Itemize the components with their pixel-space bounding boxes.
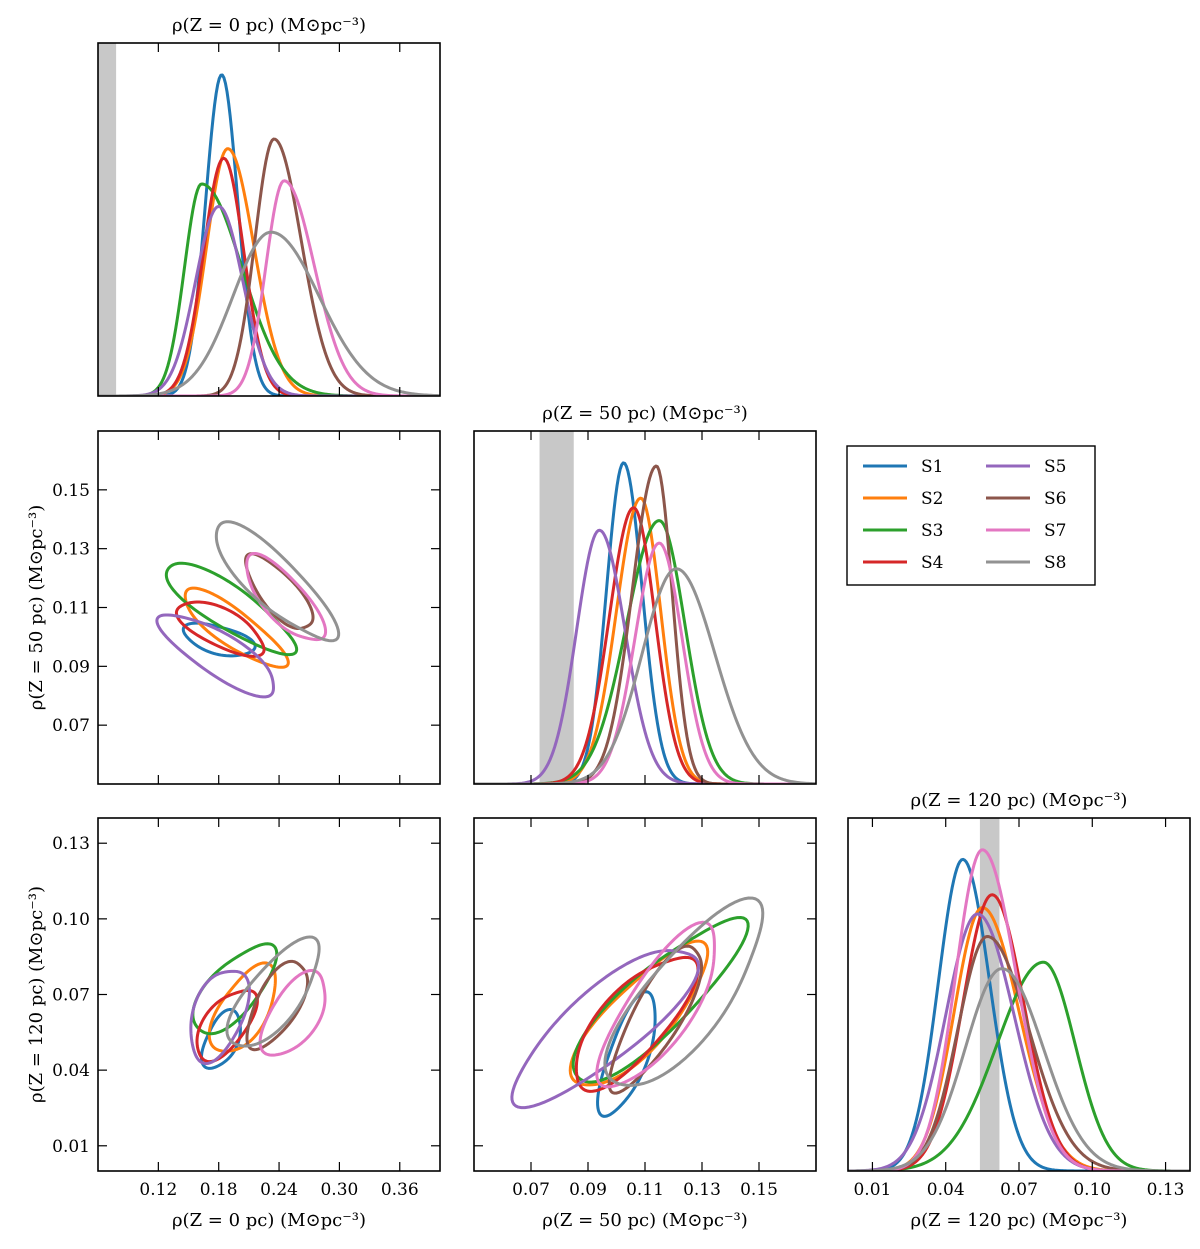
contour-s8 (603, 896, 765, 1087)
x-tick-label: 0.18 (200, 1180, 238, 1200)
y-tick-label: 0.09 (52, 657, 90, 677)
contour-s5 (189, 969, 251, 1066)
y-tick-label: 0.10 (52, 910, 90, 930)
marginal-panel-1: ρ(Z = 0 pc) (M⊙pc⁻³) (97, 15, 441, 397)
panel-title: ρ(Z = 120 pc) (M⊙pc⁻³) (911, 790, 1128, 811)
legend: S1 S2 S3 S4 S5 S6 S7 S8 (846, 445, 1096, 586)
y-axis-label: ρ(Z = 50 pc) (M⊙pc⁻³) (26, 505, 47, 711)
marginal-curve-s3 (98, 182, 440, 396)
contour-s6 (244, 552, 315, 631)
contour-s7 (258, 969, 327, 1057)
panel-title: ρ(Z = 0 pc) (M⊙pc⁻³) (172, 15, 366, 36)
marginal-curve-s5 (98, 205, 440, 396)
x-tick-label: 0.04 (927, 1180, 965, 1200)
legend-label-s6: S6 (1044, 489, 1066, 509)
contour-s7 (245, 552, 328, 642)
marginal-curve-s8 (848, 967, 1190, 1171)
contour-s1 (199, 1008, 242, 1070)
marginal-curve-s6 (98, 137, 440, 396)
panel-frame (473, 817, 817, 1172)
marginal-curve-s4 (98, 156, 440, 396)
marginal-curve-s8 (474, 567, 816, 784)
contour-s5 (155, 613, 275, 699)
y-tick-label: 0.13 (52, 834, 90, 854)
contour-s1 (596, 990, 657, 1118)
x-axis-label: ρ(Z = 0 pc) (M⊙pc⁻³) (172, 1210, 366, 1231)
x-tick-label: 0.10 (1073, 1180, 1111, 1200)
contour-s1 (181, 621, 257, 658)
marginal-curve-s7 (474, 541, 816, 784)
x-tick-label: 0.36 (381, 1180, 419, 1200)
contour-s8 (225, 935, 321, 1048)
x-tick-label: 0.01 (853, 1180, 891, 1200)
reference-band (98, 43, 117, 396)
x-axis-label: ρ(Z = 120 pc) (M⊙pc⁻³) (911, 1210, 1128, 1231)
panel-frame (97, 42, 441, 397)
marginal-curve-s7 (98, 179, 440, 396)
contour-s7 (595, 920, 716, 1089)
x-axis-label: ρ(Z = 50 pc) (M⊙pc⁻³) (542, 1210, 748, 1231)
x-tick-label: 0.15 (740, 1180, 778, 1200)
reference-band (539, 431, 574, 784)
legend-label-s5: S5 (1044, 457, 1066, 477)
legend-label-s8: S8 (1044, 553, 1066, 573)
legend-label-s7: S7 (1044, 521, 1066, 541)
panel-title: ρ(Z = 50 pc) (M⊙pc⁻³) (542, 403, 748, 424)
contour-s3 (164, 561, 299, 657)
contour-s2 (207, 961, 277, 1053)
y-tick-label: 0.15 (52, 481, 90, 501)
legend-label-s4: S4 (921, 553, 943, 573)
marginal-curve-s1 (474, 461, 816, 784)
contour-s8 (214, 520, 341, 643)
contour-s4 (195, 988, 259, 1064)
contour-s4 (174, 600, 266, 658)
legend-label-s3: S3 (921, 521, 943, 541)
x-tick-label: 0.24 (260, 1180, 298, 1200)
contour-panel-3-2: 0.07 0.09 0.11 0.13 0.15 (473, 817, 817, 1200)
marginal-panel-3: ρ(Z = 120 pc) (M⊙pc⁻³) 0.01 0.04 0.07 0.10 0.… (847, 790, 1191, 1200)
marginal-curve-s6 (474, 464, 816, 784)
legend-frame (846, 445, 1096, 586)
panel-frame (97, 817, 441, 1172)
x-tick-label: 0.13 (683, 1180, 721, 1200)
x-tick-label: 0.07 (512, 1180, 550, 1200)
x-tick-label: 0.11 (626, 1180, 664, 1200)
x-tick-label: 0.09 (569, 1180, 607, 1200)
y-tick-label: 0.11 (52, 599, 90, 619)
marginal-curve-s8 (98, 230, 440, 396)
marginal-curve-s5 (474, 528, 816, 784)
contour-panel-3-1: 0.12 0.18 0.24 0.30 0.36 0.01 0.04 0.07 0.10 0.13 (52, 817, 441, 1200)
y-tick-label: 0.13 (52, 540, 90, 560)
legend-label-s1: S1 (921, 457, 943, 477)
contour-panel-2-1: 0.07 0.09 0.11 0.13 0.15 (52, 430, 441, 785)
marginal-panel-2: ρ(Z = 50 pc) (M⊙pc⁻³) (473, 403, 817, 785)
contour-s4 (574, 955, 700, 1093)
x-tick-label: 0.13 (1147, 1180, 1185, 1200)
y-tick-label: 0.07 (52, 986, 90, 1006)
y-tick-label: 0.01 (52, 1137, 90, 1157)
x-tick-label: 0.30 (320, 1180, 358, 1200)
legend-label-s2: S2 (921, 489, 943, 509)
y-tick-label: 0.07 (52, 716, 90, 736)
contour-s5 (510, 949, 701, 1110)
x-tick-label: 0.07 (1000, 1180, 1038, 1200)
x-tick-label: 0.12 (139, 1180, 177, 1200)
marginal-curve-s2 (98, 147, 440, 396)
y-tick-label: 0.04 (52, 1061, 90, 1081)
y-axis-label: ρ(Z = 120 pc) (M⊙pc⁻³) (26, 886, 47, 1103)
marginal-curve-s3 (474, 519, 816, 784)
